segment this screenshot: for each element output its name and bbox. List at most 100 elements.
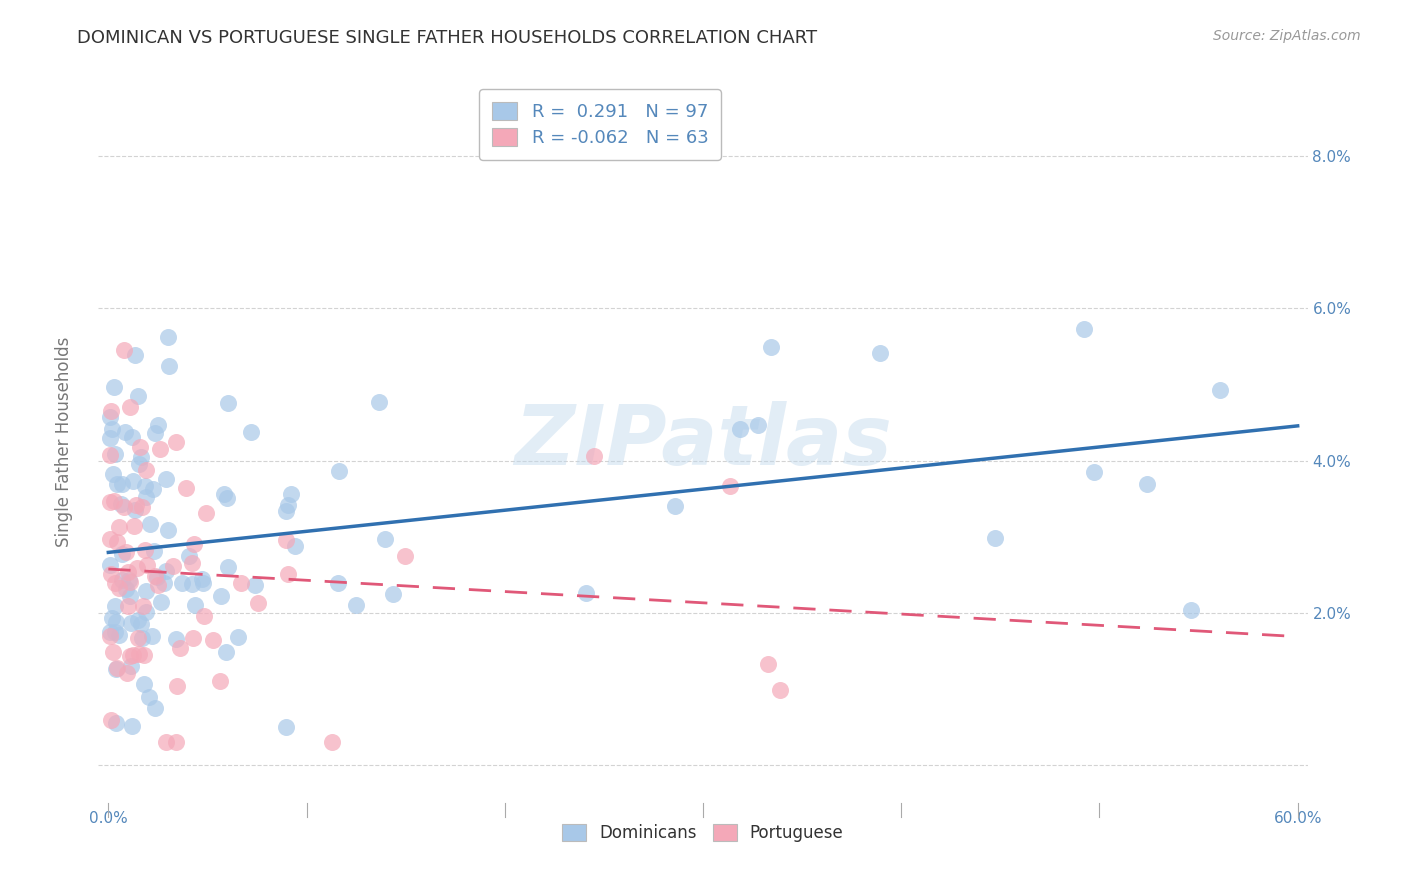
Text: ZIPatlas: ZIPatlas: [515, 401, 891, 482]
Point: [135, 605, 157, 619]
Point: [148, 578, 170, 592]
Point: [166, 679, 188, 693]
Point: [104, 576, 127, 591]
Point: [98, 533, 121, 547]
Point: [165, 735, 187, 749]
Point: [984, 532, 1007, 546]
Point: [165, 632, 187, 646]
Point: [103, 380, 125, 394]
Point: [107, 661, 129, 675]
Point: [107, 520, 129, 534]
Point: [153, 575, 176, 590]
Point: [730, 422, 752, 436]
Point: [115, 666, 138, 681]
Point: [208, 673, 231, 688]
Point: [98, 431, 121, 445]
Point: [128, 440, 150, 454]
Point: [191, 572, 214, 586]
Legend: Dominicans, Portuguese: Dominicans, Portuguese: [555, 817, 851, 848]
Point: [98, 495, 121, 509]
Point: [183, 537, 205, 551]
Point: [100, 403, 122, 417]
Point: [155, 473, 177, 487]
Point: [326, 576, 349, 591]
Point: [664, 499, 686, 513]
Point: [155, 735, 177, 749]
Point: [193, 608, 215, 623]
Point: [344, 598, 367, 612]
Point: [104, 625, 127, 640]
Point: [165, 434, 187, 449]
Point: [132, 648, 155, 663]
Point: [136, 558, 159, 573]
Point: [274, 720, 297, 734]
Point: [129, 450, 152, 464]
Point: [112, 343, 135, 358]
Point: [321, 735, 343, 749]
Point: [869, 346, 891, 360]
Point: [101, 645, 124, 659]
Point: [191, 576, 214, 591]
Point: [100, 566, 122, 581]
Point: [215, 645, 238, 659]
Point: [118, 574, 141, 588]
Point: [101, 467, 124, 481]
Point: [125, 498, 148, 512]
Point: [134, 677, 156, 691]
Point: [127, 631, 149, 645]
Point: [143, 543, 166, 558]
Point: [174, 481, 197, 495]
Point: [112, 500, 135, 515]
Point: [114, 425, 136, 439]
Point: [181, 631, 204, 645]
Point: [125, 561, 148, 575]
Point: [105, 716, 128, 731]
Point: [274, 504, 297, 518]
Point: [108, 581, 131, 595]
Point: [121, 430, 143, 444]
Point: [122, 474, 145, 488]
Point: [149, 595, 172, 609]
Point: [759, 340, 782, 354]
Point: [100, 713, 122, 727]
Point: [108, 628, 131, 642]
Point: [127, 389, 149, 403]
Point: [128, 648, 150, 662]
Point: [118, 648, 141, 663]
Point: [575, 586, 598, 600]
Point: [104, 615, 127, 629]
Point: [135, 491, 157, 505]
Point: [128, 458, 150, 472]
Point: [114, 545, 136, 559]
Point: [127, 613, 149, 627]
Point: [170, 576, 193, 591]
Point: [120, 659, 142, 673]
Text: DOMINICAN VS PORTUGUESE SINGLE FATHER HOUSEHOLDS CORRELATION CHART: DOMINICAN VS PORTUGUESE SINGLE FATHER HO…: [77, 29, 817, 46]
Point: [146, 417, 169, 432]
Point: [117, 566, 139, 580]
Point: [138, 690, 160, 705]
Point: [135, 463, 157, 477]
Point: [111, 477, 134, 491]
Point: [149, 442, 172, 457]
Point: [124, 503, 146, 517]
Point: [142, 482, 165, 496]
Point: [1136, 477, 1159, 491]
Point: [183, 598, 205, 612]
Point: [122, 518, 145, 533]
Point: [104, 447, 127, 461]
Point: [124, 348, 146, 362]
Point: [374, 532, 396, 546]
Point: [110, 498, 132, 512]
Point: [131, 631, 153, 645]
Point: [328, 464, 350, 478]
Point: [156, 330, 179, 344]
Point: [181, 556, 204, 570]
Point: [229, 576, 252, 591]
Point: [284, 540, 307, 554]
Point: [280, 487, 302, 501]
Point: [129, 616, 152, 631]
Point: [143, 425, 166, 440]
Point: [277, 498, 299, 512]
Point: [274, 533, 297, 547]
